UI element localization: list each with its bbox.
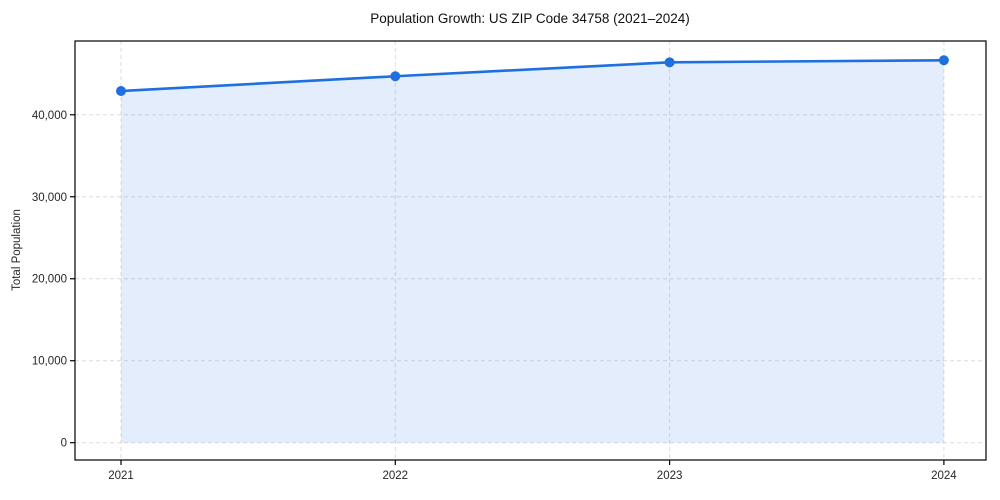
plot-border bbox=[74, 40, 987, 461]
tick-label-layer: 0 10,000 20,000 30,000 40,000 2021 2022 2023 202… bbox=[32, 110, 957, 482]
chart-title: Population Growth: US ZIP Code 34758 (20… bbox=[370, 11, 689, 26]
y-tick-label: 0 bbox=[61, 438, 67, 450]
line-series-layer bbox=[119, 58, 946, 93]
x-tick-label: 2022 bbox=[383, 470, 409, 482]
area-fill bbox=[121, 60, 944, 443]
y-tick-label: 40,000 bbox=[32, 110, 67, 122]
data-point-marker bbox=[938, 55, 949, 66]
y-tick-label: 20,000 bbox=[32, 274, 67, 286]
line-series bbox=[119, 58, 946, 93]
y-axis-title: Total Population bbox=[11, 209, 23, 291]
axes-layer bbox=[70, 40, 987, 465]
data-point-layer bbox=[116, 55, 949, 97]
gridline-layer bbox=[75, 41, 986, 460]
x-tick-label: 2021 bbox=[108, 470, 134, 482]
data-point-marker bbox=[116, 86, 126, 97]
x-tick-label: 2023 bbox=[657, 470, 683, 482]
y-tick-label: 10,000 bbox=[32, 356, 67, 368]
data-point-marker bbox=[390, 71, 401, 82]
area-fill-layer bbox=[121, 60, 944, 443]
data-point-marker bbox=[664, 57, 675, 68]
x-tick-label: 2024 bbox=[931, 470, 957, 482]
y-tick-label: 30,000 bbox=[32, 192, 67, 204]
